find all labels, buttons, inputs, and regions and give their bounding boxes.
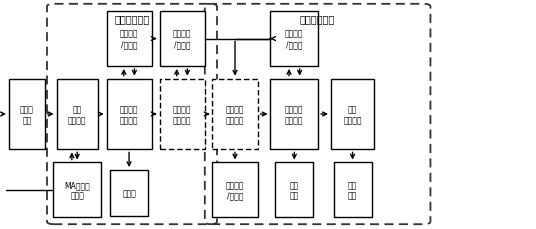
Text: 溶剂抽提
减压蒸馏: 溶剂抽提 减压蒸馏 xyxy=(226,105,244,124)
Text: 馏出液: 馏出液 xyxy=(122,188,136,197)
Text: 抽提溶剂
/馏出液: 抽提溶剂 /馏出液 xyxy=(285,30,303,49)
Text: 初始
减压蒸馏: 初始 减压蒸馏 xyxy=(68,105,86,124)
FancyBboxPatch shape xyxy=(160,79,205,150)
Text: 一级减压系馏: 一级减压系馏 xyxy=(114,14,150,24)
Text: 抽提溶剂
/馏出液: 抽提溶剂 /馏出液 xyxy=(226,180,244,200)
FancyBboxPatch shape xyxy=(333,163,371,217)
Text: 抽提溶剂
/馏出液: 抽提溶剂 /馏出液 xyxy=(173,30,191,49)
FancyBboxPatch shape xyxy=(271,79,318,150)
FancyBboxPatch shape xyxy=(9,79,45,150)
FancyBboxPatch shape xyxy=(54,163,101,217)
FancyBboxPatch shape xyxy=(276,163,314,217)
Text: 新鲜
甲醇: 新鲜 甲醇 xyxy=(289,180,299,200)
Text: 最终
减压蒸馏: 最终 减压蒸馏 xyxy=(344,105,362,124)
Text: 酰胺化
反应: 酰胺化 反应 xyxy=(20,105,34,124)
Text: 目标
产物: 目标 产物 xyxy=(348,180,357,200)
Text: 溶剂抽提
减压蒸馏: 溶剂抽提 减压蒸馏 xyxy=(285,105,303,124)
FancyBboxPatch shape xyxy=(331,79,374,150)
Text: 二级减压系馏: 二级减压系馏 xyxy=(300,14,335,24)
FancyBboxPatch shape xyxy=(271,12,318,67)
FancyBboxPatch shape xyxy=(212,79,257,150)
FancyBboxPatch shape xyxy=(160,12,205,67)
FancyBboxPatch shape xyxy=(212,163,257,217)
Text: 溶剂抽提
减压蒸馏: 溶剂抽提 减压蒸馏 xyxy=(120,105,138,124)
FancyBboxPatch shape xyxy=(107,12,152,67)
FancyBboxPatch shape xyxy=(107,79,152,150)
Text: 抽提溶剂
/馏出液: 抽提溶剂 /馏出液 xyxy=(120,30,138,49)
FancyBboxPatch shape xyxy=(110,170,148,216)
FancyBboxPatch shape xyxy=(56,79,98,150)
Text: MA和甲醛
馏出液: MA和甲醛 馏出液 xyxy=(64,180,90,200)
Text: 溶剂抽提
减压蒸馏: 溶剂抽提 减压蒸馏 xyxy=(173,105,191,124)
